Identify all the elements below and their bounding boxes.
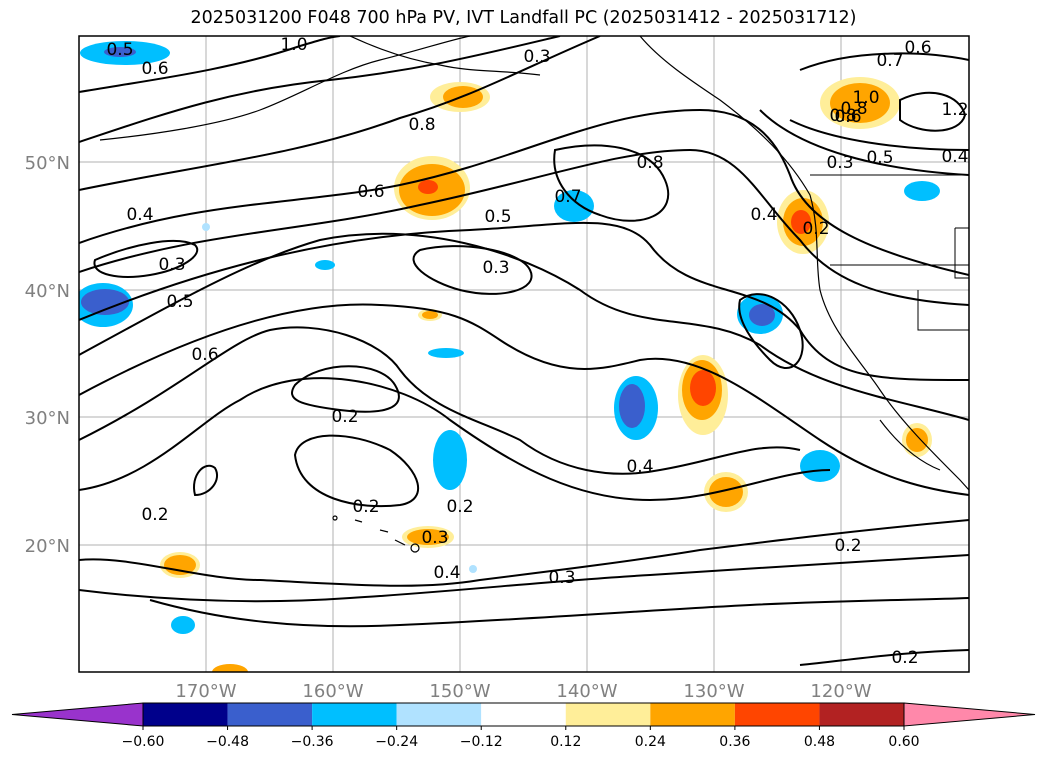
lon-tick-label: 170°W [175, 681, 236, 702]
lat-tick-label: 40°N [25, 281, 70, 302]
colorbar-extend-high [903, 702, 1036, 727]
contour-label: 0.4 [750, 205, 777, 225]
lat-tick-label: 20°N [25, 536, 70, 557]
contour-label: 0.4 [433, 563, 460, 583]
contour-label: 0.2 [331, 407, 358, 427]
contour-label: 0.7 [554, 187, 581, 207]
contour-label: 0.5 [484, 207, 511, 227]
colorbar-segment [819, 703, 904, 726]
colorbar [11, 702, 1036, 727]
contour-label: 0.5 [866, 148, 893, 168]
contour-label: 0.2 [802, 219, 829, 239]
colorbar-tick-label: −0.36 [291, 734, 334, 750]
lon-tick-label: 140°W [556, 681, 617, 702]
contour-label: 0.4 [626, 457, 653, 477]
colorbar-segment [227, 703, 313, 726]
colorbar-segment [396, 703, 482, 726]
pv-contours [79, 36, 969, 666]
contour-label: 1.2 [941, 100, 968, 120]
contour-label: 0.3 [158, 255, 185, 275]
lon-tick-label: 130°W [683, 681, 744, 702]
contour-label: 0.8 [840, 99, 867, 119]
colorbar-tick-label: 0.48 [804, 734, 835, 750]
colorbar-segment [565, 703, 651, 726]
contour-label: 0.2 [446, 497, 473, 517]
colorbar-segment [650, 703, 735, 726]
contour-label: 0.6 [834, 107, 861, 127]
contour-label: 0.2 [891, 648, 918, 668]
colorbar-tick-label: 0.12 [550, 734, 581, 750]
colorbar-tick-label: −0.12 [460, 734, 503, 750]
contour-label: 0.2 [141, 505, 168, 525]
colorbar-segment [312, 703, 397, 726]
contour-label: 0.8 [636, 153, 663, 173]
coastlines [99, 36, 969, 491]
borders [810, 174, 969, 331]
contour-label: 1.0 [852, 88, 879, 108]
colorbar-tick-label: 0.36 [719, 734, 750, 750]
contour-label: 0.2 [834, 536, 861, 556]
contour-label: 1.0 [280, 35, 307, 55]
map-frame [78, 35, 970, 673]
colorbar-tick-label: −0.24 [375, 734, 418, 750]
colorbar-tick-label: −0.48 [206, 734, 249, 750]
contour-label: 0.6 [357, 182, 384, 202]
colorbar-tick-label: −0.60 [122, 734, 165, 750]
islands [332, 515, 420, 553]
contour-label: 0.4 [126, 205, 153, 225]
contour-label: 0.7 [876, 51, 903, 71]
negative-anomalies [79, 41, 940, 634]
contour-label: 0.5 [106, 40, 133, 60]
contour-label: 0.4 [941, 147, 968, 167]
contour-label: 0.3 [523, 47, 550, 67]
lon-tick-label: 160°W [302, 681, 363, 702]
colorbar-tick-label: 0.24 [635, 734, 666, 750]
colorbar-outline [142, 702, 905, 727]
contour-label: 0.3 [826, 153, 853, 173]
contour-label: 0.3 [548, 568, 575, 588]
contour-label: 0.6 [904, 38, 931, 58]
colorbar-segment [734, 703, 820, 726]
contour-label: 0.6 [141, 59, 168, 79]
lon-tick-label: 150°W [429, 681, 490, 702]
positive-anomalies [160, 77, 932, 672]
contour-label: 0.2 [352, 497, 379, 517]
colorbar-segment [481, 703, 566, 726]
contour-label: 0.3 [421, 528, 448, 548]
colorbar-tick-label: 0.60 [888, 734, 919, 750]
contour-label: 0.3 [482, 258, 509, 278]
lat-tick-label: 30°N [25, 408, 70, 429]
contour-label: 0.5 [166, 292, 193, 312]
contour-label: 0.8 [408, 115, 435, 135]
colorbar-segment [143, 703, 228, 726]
contour-label: 0.6 [191, 345, 218, 365]
map-title: 2025031200 F048 700 hPa PV, IVT Landfall… [190, 8, 857, 28]
lon-tick-label: 120°W [810, 681, 871, 702]
lat-tick-label: 50°N [25, 153, 70, 174]
contour-label: 0.8 [829, 106, 856, 126]
colorbar-extend-low [11, 702, 144, 727]
